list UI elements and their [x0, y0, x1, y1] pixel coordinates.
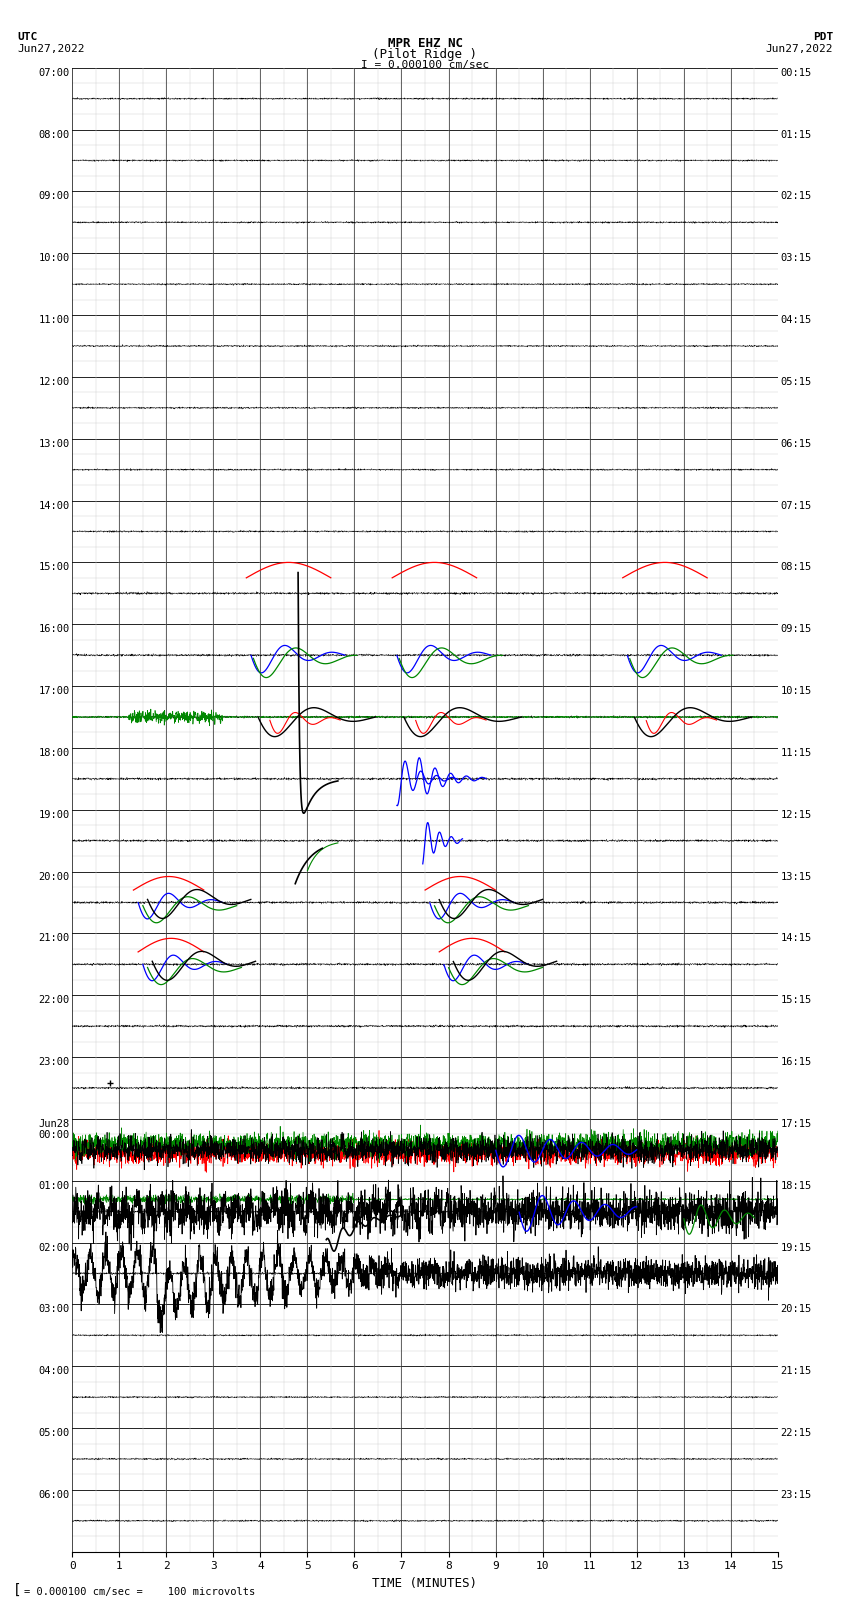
Text: I = 0.000100 cm/sec: I = 0.000100 cm/sec: [361, 60, 489, 69]
Text: Jun27,2022: Jun27,2022: [766, 44, 833, 53]
Text: MPR EHZ NC: MPR EHZ NC: [388, 37, 462, 50]
X-axis label: TIME (MINUTES): TIME (MINUTES): [372, 1578, 478, 1590]
Text: Jun27,2022: Jun27,2022: [17, 44, 84, 53]
Text: (Pilot Ridge ): (Pilot Ridge ): [372, 48, 478, 61]
Text: PDT: PDT: [813, 32, 833, 42]
Text: [: [: [13, 1582, 21, 1597]
Text: UTC: UTC: [17, 32, 37, 42]
Text: = 0.000100 cm/sec =    100 microvolts: = 0.000100 cm/sec = 100 microvolts: [24, 1587, 255, 1597]
